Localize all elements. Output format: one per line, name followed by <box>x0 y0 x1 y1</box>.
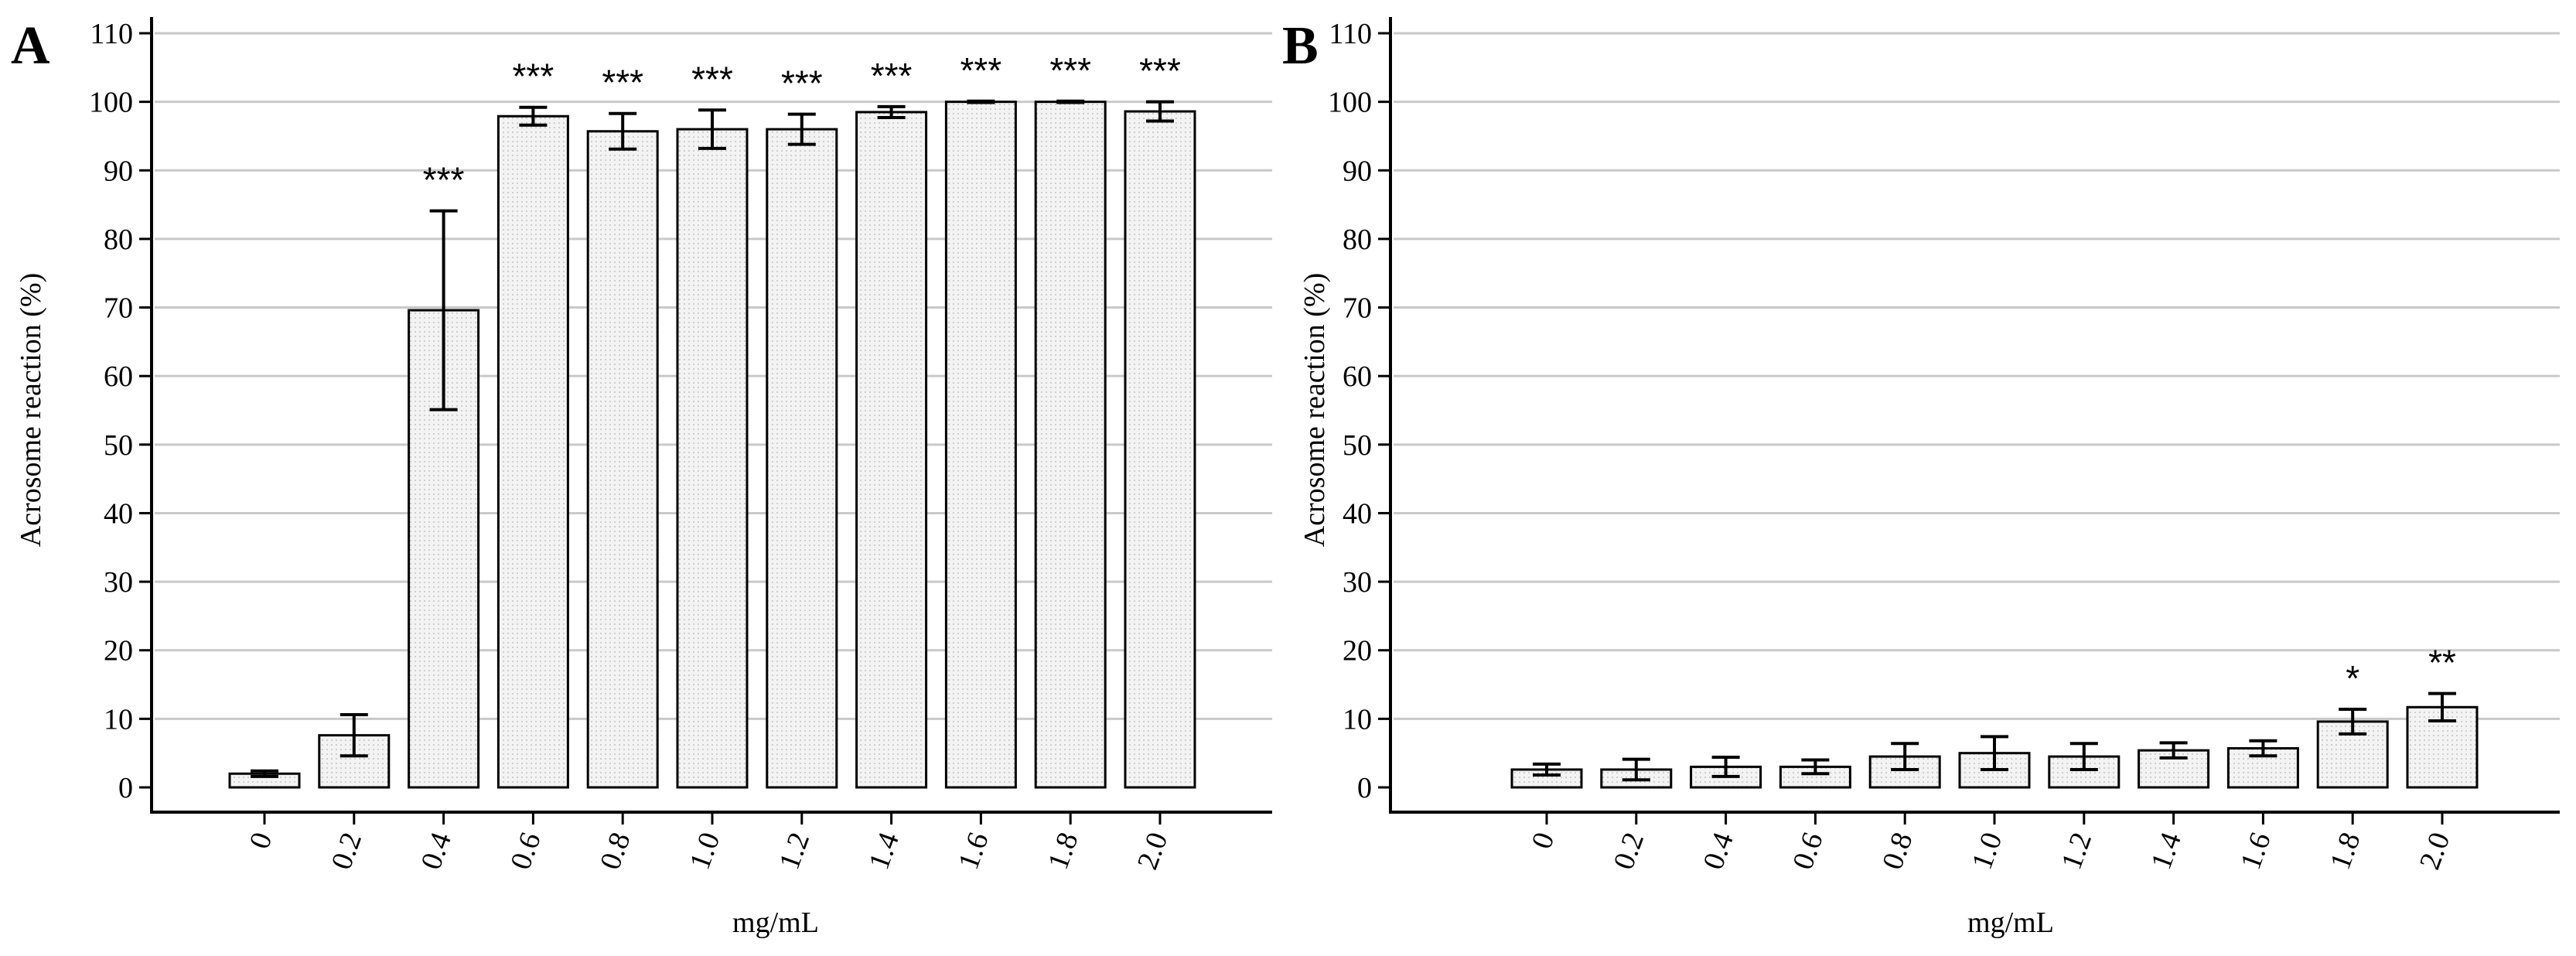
panel-b-ytick-label: 0 <box>1357 772 1372 804</box>
panel-b-ytick-label: 80 <box>1343 224 1372 256</box>
panel-b-xtick-label: 1.2 <box>2056 828 2099 874</box>
panel-a-ytick-label: 60 <box>104 360 133 393</box>
panel-b-ytick-label: 30 <box>1343 566 1372 599</box>
panel-b-ytick-label: 20 <box>1343 635 1372 667</box>
panel-b-xtick-label: 0.4 <box>1697 828 1740 874</box>
panel-a-bar <box>1034 101 1107 789</box>
panel-a-bar <box>676 128 749 789</box>
panel-b-xtick-label: 0.8 <box>1876 828 1919 874</box>
panel-a-significance-label: *** <box>691 59 733 99</box>
panel-a-bar <box>1124 110 1196 789</box>
panel-a-bar <box>586 130 659 789</box>
panel-a-significance-label: *** <box>1139 51 1181 91</box>
panel-a-xtick-label: 1.8 <box>1042 828 1085 874</box>
panel-a-significance-label: *** <box>781 63 823 104</box>
panel-b-ytick-label: 110 <box>1329 18 1372 50</box>
panel-a-ytick-label: 10 <box>104 703 133 736</box>
panel-a-ytick-label: 50 <box>104 429 133 462</box>
panel-a-ytick-label: 20 <box>104 635 133 667</box>
panel-a-xtick-label: 0.2 <box>326 828 369 874</box>
panel-b-xtick-label: 1.6 <box>2234 828 2277 874</box>
panel-b-xtick-label: 2.0 <box>2414 828 2457 874</box>
panel-a-xtick-label: 2.0 <box>1131 828 1175 874</box>
panel-a-ytick-label: 90 <box>104 155 133 187</box>
panel-a-xlabel: mg/mL <box>732 906 819 939</box>
panel-a-bar <box>408 309 480 789</box>
panel-a-ylabel: Acrosome reaction (%) <box>15 273 47 548</box>
panel-a-xtick-label: 0.4 <box>415 828 458 874</box>
panel-b-significance-label: ** <box>2428 643 2456 683</box>
panel-a-significance-label: *** <box>602 63 643 103</box>
panel-a-significance-label: *** <box>960 50 1002 90</box>
panel-b-ylabel: Acrosome reaction (%) <box>1298 273 1331 548</box>
panel-b-ytick-label: 100 <box>1328 87 1372 119</box>
panel-a-bar <box>766 128 838 789</box>
panel-a-ytick-label: 0 <box>118 772 133 804</box>
panel-b-ytick-label: 90 <box>1343 155 1372 187</box>
panel-b-xtick-label: 0.2 <box>1608 828 1651 874</box>
panel-a-ytick-label: 40 <box>104 497 133 530</box>
panel-a-bar <box>855 111 928 789</box>
panel-b-ytick-label: 50 <box>1343 429 1372 462</box>
panel-b-ytick-label: 40 <box>1343 497 1372 530</box>
panel-b-significance-label: * <box>2346 658 2359 698</box>
panel-a-xtick-label: 1.6 <box>952 828 995 874</box>
panel-a-letter: A <box>11 16 50 76</box>
panel-a-xtick-label: 0.8 <box>594 828 637 874</box>
panel-b-letter: B <box>1282 16 1319 76</box>
panel-a-xtick-label: 0.6 <box>504 828 548 874</box>
panel-b-xlabel: mg/mL <box>1967 906 2054 939</box>
panel-a-significance-label: *** <box>871 56 913 96</box>
panel-b-xtick-label: 0 <box>1525 828 1561 853</box>
panel-a-significance-label: *** <box>1049 50 1091 90</box>
panel-a-xtick-label: 1.2 <box>773 828 817 874</box>
panel-a-bar <box>944 101 1017 789</box>
panel-a-xtick-label: 0 <box>243 828 278 853</box>
panel-a-ytick-label: 30 <box>104 566 133 599</box>
panel-b-xtick-label: 1.8 <box>2324 828 2367 874</box>
panel-a-xtick-label: 1.4 <box>862 828 906 874</box>
panel-b-ytick-label: 60 <box>1343 360 1372 393</box>
panel-b-ytick-label: 10 <box>1343 703 1372 736</box>
panel-a-ytick-label: 110 <box>90 18 133 50</box>
panel-b-ytick-label: 70 <box>1343 292 1372 325</box>
panel-a-significance-label: *** <box>513 56 554 97</box>
panel-a-bar <box>496 114 569 789</box>
panel-a-significance-label: *** <box>423 160 465 200</box>
panel-a-ytick-label: 100 <box>89 87 133 119</box>
panel-b-xtick-label: 1.0 <box>1966 828 2009 874</box>
panel-a-ytick-label: 70 <box>104 292 133 325</box>
panel-b-xtick-label: 1.4 <box>2144 828 2188 874</box>
panel-a-xtick-label: 1.0 <box>684 828 727 874</box>
panel-b-xtick-label: 0.6 <box>1786 828 1830 874</box>
panel-a-ytick-label: 80 <box>104 224 133 256</box>
